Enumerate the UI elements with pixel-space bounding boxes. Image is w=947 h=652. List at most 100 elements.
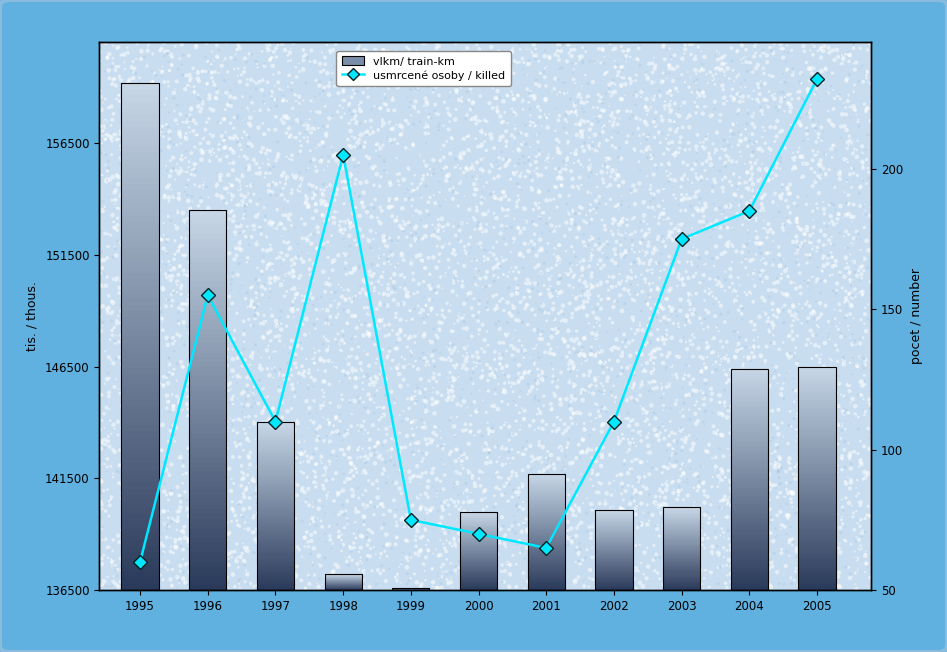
Bar <box>596 516 633 518</box>
Bar <box>460 538 497 539</box>
Bar <box>798 584 835 587</box>
Bar <box>663 569 700 570</box>
Bar <box>121 425 159 432</box>
Bar <box>189 348 226 353</box>
Bar <box>257 487 295 490</box>
Bar <box>257 502 295 504</box>
Bar <box>596 568 633 569</box>
Bar <box>596 554 633 555</box>
Bar <box>527 531 565 532</box>
Bar <box>731 419 768 421</box>
Bar <box>189 310 226 314</box>
Bar <box>527 567 565 569</box>
Bar <box>731 454 768 457</box>
Bar <box>731 576 768 579</box>
Bar <box>527 519 565 520</box>
Bar <box>257 511 295 512</box>
Bar <box>731 499 768 501</box>
Bar <box>460 584 497 585</box>
Bar <box>189 262 226 267</box>
Bar <box>121 108 159 114</box>
Bar <box>731 512 768 515</box>
Bar <box>731 385 768 388</box>
Bar <box>460 544 497 545</box>
Bar <box>527 516 565 518</box>
Bar <box>731 507 768 510</box>
Bar <box>257 580 295 582</box>
Bar <box>663 541 700 542</box>
Bar <box>663 582 700 583</box>
Bar <box>257 540 295 542</box>
Bar <box>460 512 497 514</box>
Bar <box>798 456 835 459</box>
Bar <box>596 518 633 520</box>
Bar <box>257 563 295 565</box>
Bar <box>798 445 835 447</box>
Bar <box>798 495 835 498</box>
Bar <box>189 319 226 324</box>
Bar <box>460 558 497 559</box>
Bar <box>257 578 295 580</box>
Bar <box>731 552 768 554</box>
Bar <box>257 498 295 500</box>
Bar <box>731 416 768 419</box>
Bar <box>798 383 835 386</box>
Bar <box>527 490 565 491</box>
Bar <box>731 490 768 493</box>
Bar <box>527 499 565 500</box>
Bar <box>189 467 226 471</box>
Bar <box>189 580 226 585</box>
Bar <box>798 479 835 481</box>
Bar <box>189 514 226 519</box>
Bar <box>189 301 226 305</box>
Bar <box>731 408 768 410</box>
Bar <box>663 560 700 561</box>
Bar <box>460 580 497 581</box>
Bar <box>663 571 700 572</box>
Bar <box>460 572 497 573</box>
Bar <box>189 424 226 428</box>
Bar <box>257 462 295 464</box>
Bar <box>189 234 226 239</box>
Bar <box>189 338 226 343</box>
Bar <box>798 514 835 518</box>
Bar <box>460 555 497 556</box>
Bar <box>663 526 700 527</box>
Bar <box>460 557 497 558</box>
Bar <box>527 525 565 526</box>
Bar <box>460 561 497 563</box>
Bar <box>527 571 565 572</box>
Bar <box>257 443 295 445</box>
Bar <box>189 276 226 281</box>
Bar <box>663 564 700 565</box>
Bar <box>663 521 700 522</box>
Bar <box>460 576 497 578</box>
Bar <box>460 586 497 587</box>
Bar <box>731 570 768 574</box>
Bar <box>731 559 768 563</box>
Bar <box>798 526 835 529</box>
Bar <box>189 490 226 495</box>
Bar <box>798 481 835 484</box>
Bar <box>798 492 835 495</box>
Bar <box>460 526 497 527</box>
Bar <box>596 551 633 552</box>
Bar <box>596 511 633 512</box>
Bar <box>189 267 226 272</box>
Bar <box>798 439 835 442</box>
Bar <box>596 525 633 526</box>
Bar <box>663 534 700 535</box>
Bar <box>257 464 295 466</box>
Bar <box>596 538 633 539</box>
Bar <box>460 522 497 523</box>
Bar <box>663 516 700 518</box>
Bar <box>460 537 497 539</box>
Bar <box>527 582 565 583</box>
Bar <box>596 529 633 531</box>
Bar <box>189 343 226 348</box>
Bar <box>731 501 768 504</box>
Bar <box>731 391 768 394</box>
Bar <box>257 441 295 443</box>
Bar <box>460 589 497 590</box>
Bar <box>731 369 768 372</box>
